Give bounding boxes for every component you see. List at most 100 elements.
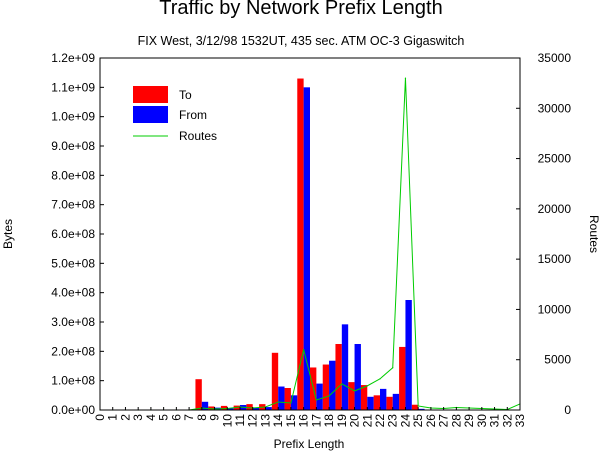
x-tick-label-4: 4	[144, 414, 158, 421]
y-tick-label-4: 4.0e+08	[51, 286, 95, 300]
x-tick-label-30: 30	[475, 414, 489, 428]
x-tick-label-22: 22	[373, 414, 387, 428]
x-tick-label-1: 1	[106, 414, 120, 421]
x-tick-label-13: 13	[258, 414, 272, 428]
point-routes-16	[303, 349, 305, 351]
x-tick-label-15: 15	[284, 414, 298, 428]
x-tick-label-19: 19	[335, 414, 349, 428]
point-routes-19	[341, 383, 343, 385]
legend-label-from: From	[179, 108, 207, 122]
chart-subtitle: FIX West, 3/12/98 1532UT, 435 sec. ATM O…	[137, 34, 465, 48]
bar-to-21	[360, 385, 368, 410]
legend-swatch-to	[133, 86, 168, 103]
chart-title: Traffic by Network Prefix Length	[159, 0, 443, 19]
bar-from-21	[367, 396, 374, 410]
x-tick-label-27: 27	[437, 414, 451, 428]
x-tick-label-0: 0	[93, 414, 107, 421]
x-tick-label-25: 25	[411, 414, 425, 428]
y2-tick-label-4: 20000	[538, 202, 572, 216]
bar-to-8	[195, 379, 202, 410]
y-tick-label-10: 1.0e+09	[51, 110, 95, 124]
bar-from-8	[201, 401, 209, 410]
y2-tick-label-2: 10000	[538, 302, 572, 316]
routes-line-series	[99, 77, 521, 411]
y2-tick-label-0: 0	[564, 403, 571, 417]
point-routes-21	[366, 385, 368, 387]
x-tick-label-8: 8	[195, 414, 209, 421]
bar-to-22	[373, 395, 380, 410]
point-routes-17	[315, 399, 317, 401]
x-tick-label-11: 11	[233, 414, 247, 427]
bar-from-19	[341, 324, 349, 410]
y-tick-label-8: 8.0e+08	[51, 168, 95, 182]
bar-from-14	[278, 386, 285, 410]
legend: To From Routes	[133, 86, 217, 143]
point-routes-18	[328, 395, 330, 397]
y-tick-label-12: 1.2e+09	[51, 51, 95, 65]
y-tick-label-9: 9.0e+08	[51, 139, 95, 153]
x-tick-label-16: 16	[297, 414, 311, 428]
bar-from-20	[354, 344, 361, 410]
point-routes-15	[290, 402, 292, 404]
x-tick-label-20: 20	[348, 414, 362, 428]
bar-to-24	[399, 346, 406, 410]
bar-from-13	[265, 407, 272, 410]
y-tick-label-1: 1.0e+08	[51, 374, 95, 388]
bar-from-17	[316, 383, 323, 410]
y-tick-label-5: 5.0e+08	[51, 256, 95, 270]
point-routes-23	[392, 367, 394, 369]
bar-to-16	[297, 78, 304, 410]
x-tick-label-33: 33	[513, 414, 527, 428]
point-routes-24	[404, 77, 407, 79]
bar-to-23	[386, 396, 393, 410]
bar-from-25	[418, 408, 425, 410]
x-axis-label: Prefix Length	[274, 437, 345, 451]
bar-to-10	[220, 405, 228, 410]
x-tick-label-24: 24	[398, 414, 412, 428]
y-tick-label-0: 0.0e+00	[51, 403, 95, 417]
x-tick-label-17: 17	[309, 414, 323, 428]
y-tick-label-3: 3.0e+08	[51, 315, 95, 329]
y-tick-label-2: 2.0e+08	[51, 344, 95, 358]
bar-to-19	[335, 344, 342, 410]
bar-to-15	[284, 388, 291, 410]
x-tick-label-2: 2	[118, 414, 132, 421]
y-tick-label-11: 1.1e+09	[51, 80, 95, 94]
x-tick-label-9: 9	[208, 414, 222, 421]
point-routes-14	[277, 401, 279, 403]
bar-from-22	[380, 388, 387, 410]
y-tick-label-7: 7.0e+08	[51, 198, 95, 212]
x-tick-label-26: 26	[424, 414, 438, 428]
x-tick-label-29: 29	[462, 414, 476, 428]
bar-to-14	[271, 352, 279, 410]
bar-to-20	[348, 382, 355, 410]
bar-to-12	[246, 404, 253, 410]
y2-tick-label-6: 30000	[538, 101, 572, 115]
x-tick-label-3: 3	[131, 414, 145, 421]
point-routes-20	[353, 390, 356, 392]
x-tick-label-7: 7	[182, 414, 196, 421]
y2-tick-label-5: 25000	[538, 152, 572, 166]
bar-marks	[195, 78, 425, 410]
bar-from-18	[329, 360, 336, 410]
y-axis-ticks: 0.0e+00 1.0e+08 2.0e+08 3.0e+08 4.0e+08 5.0e+…	[51, 51, 104, 417]
x-tick-label-28: 28	[449, 414, 463, 428]
x-tick-label-14: 14	[271, 414, 285, 428]
y2-axis-label: Routes	[587, 215, 601, 253]
legend-swatch-from	[133, 106, 168, 123]
y2-axis-ticks: 0 5000 10000 15000 20000 25000 30000 35000	[516, 51, 571, 417]
bar-from-12	[252, 407, 260, 410]
x-tick-label-31: 31	[488, 414, 502, 428]
point-routes-22	[379, 378, 381, 380]
bar-from-10	[227, 408, 234, 410]
bar-from-15	[290, 395, 298, 410]
bar-from-16	[303, 87, 310, 410]
point-routes-25	[417, 405, 419, 407]
x-tick-label-12: 12	[246, 414, 260, 428]
y-tick-label-6: 6.0e+08	[51, 227, 95, 241]
y2-tick-label-3: 15000	[538, 252, 572, 266]
x-axis-ticks: 0123456789101112131415161718192021222324…	[93, 407, 527, 427]
legend-label-routes: Routes	[179, 129, 217, 143]
bar-to-18	[322, 364, 330, 410]
